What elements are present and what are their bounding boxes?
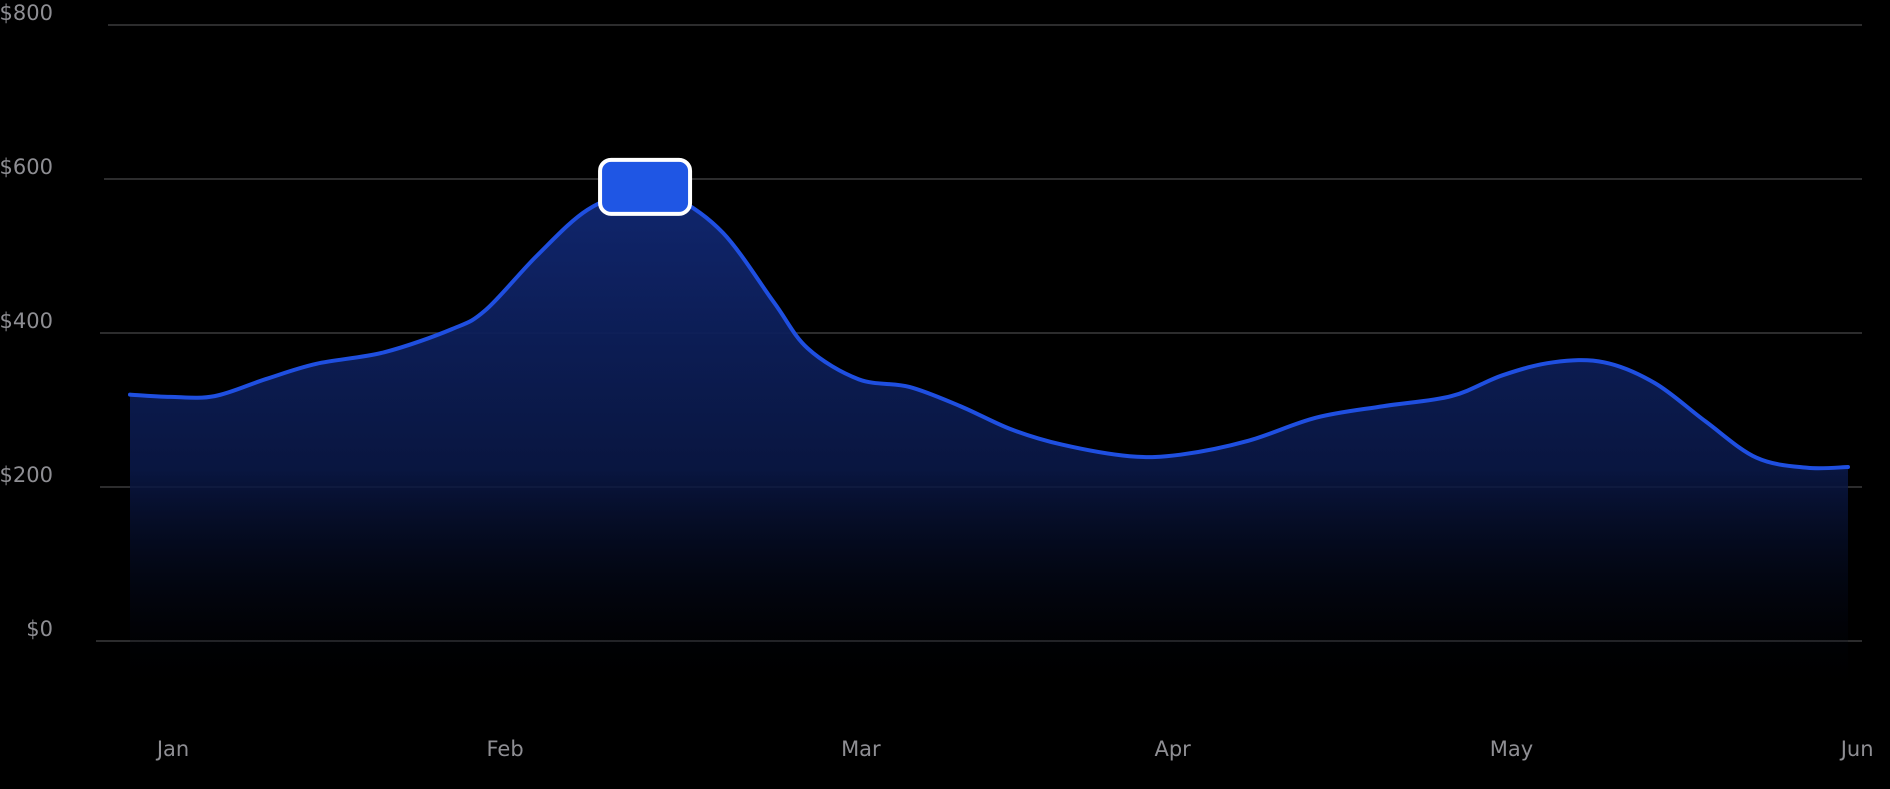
series-line-layer bbox=[128, 187, 1850, 471]
y-tick-label: $400 bbox=[0, 309, 53, 333]
x-axis-labels: Jan Feb Mar Apr May Jun bbox=[155, 737, 1874, 761]
series-line bbox=[128, 187, 1850, 471]
x-tick-label: Jan bbox=[155, 737, 189, 761]
y-tick-label: $600 bbox=[0, 155, 53, 179]
highlight-marker[interactable] bbox=[598, 157, 693, 216]
x-tick-label: Feb bbox=[486, 737, 523, 761]
x-tick-label: Mar bbox=[841, 737, 881, 761]
y-tick-label: $200 bbox=[0, 463, 53, 487]
x-tick-label: Jun bbox=[1839, 737, 1874, 761]
highlight-marker-layer bbox=[598, 157, 693, 216]
y-tick-label: $0 bbox=[26, 617, 53, 641]
area-fill-layer bbox=[130, 189, 1848, 701]
x-tick-label: Apr bbox=[1154, 737, 1191, 761]
y-axis-labels: $800 $600 $400 $200 $0 bbox=[0, 1, 53, 641]
y-tick-label: $800 bbox=[0, 1, 53, 25]
x-tick-label: May bbox=[1490, 737, 1533, 761]
series-area-fill bbox=[130, 189, 1848, 701]
